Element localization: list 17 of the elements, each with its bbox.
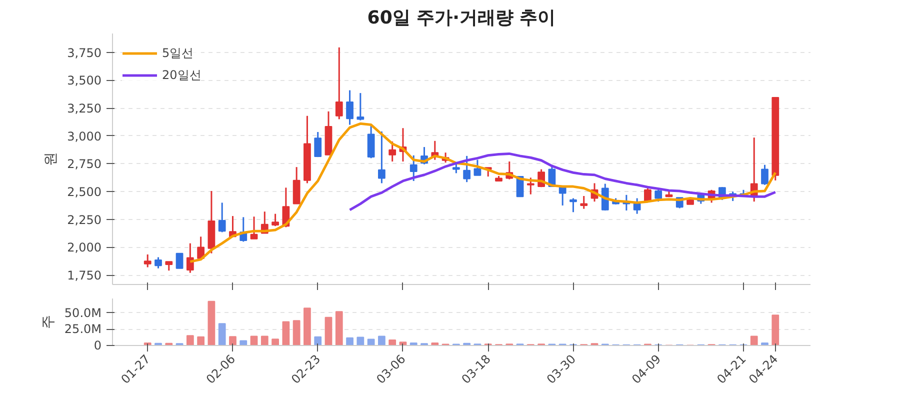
y-axis-title: 주: [40, 315, 56, 329]
y-tick-label: 2,500: [67, 185, 102, 200]
y-tick-label: 2,250: [67, 212, 102, 227]
y-tick-label: 0: [94, 338, 102, 352]
y-tick-label: 3,500: [67, 74, 102, 88]
y-tick-label: 25.0M: [64, 322, 102, 336]
y-tick-label: 2,750: [67, 157, 102, 172]
y-tick-label: 3,250: [67, 102, 102, 116]
y-tick-label: 50.0M: [64, 306, 102, 320]
y-axis-title: 원: [43, 152, 60, 166]
legend-label: 20일선: [162, 66, 202, 84]
y-tick-label: 1,750: [67, 268, 102, 283]
legend-label: 5일선: [162, 44, 194, 62]
chart-title: 60일 주가·거래량 추이: [367, 8, 556, 28]
y-tick-label: 2,000: [67, 240, 102, 255]
y-tick-label: 3,000: [67, 129, 102, 144]
y-tick-label: 3,750: [67, 46, 102, 60]
